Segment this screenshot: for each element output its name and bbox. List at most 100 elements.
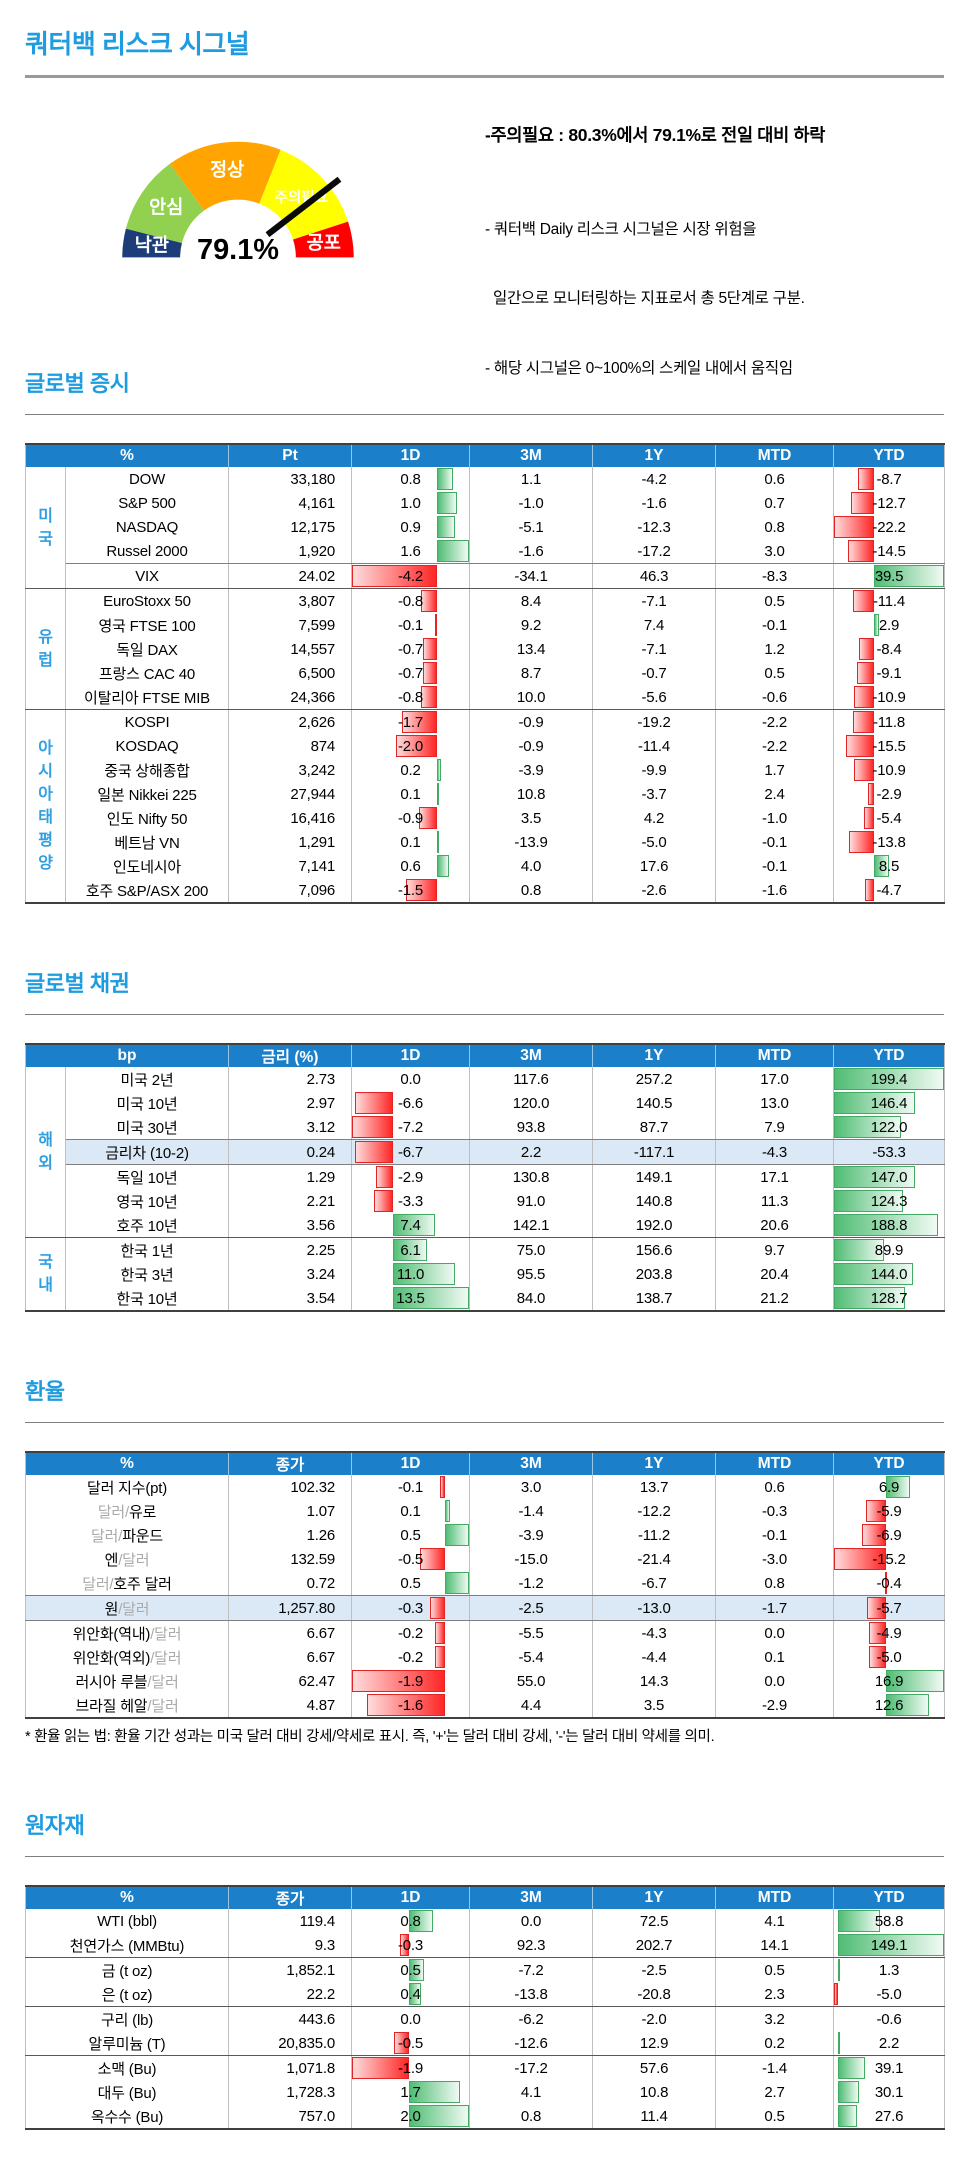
value-cell: 3.24 (228, 1262, 352, 1286)
data-bar (409, 1983, 422, 2005)
cell-value: -0.7 (641, 664, 667, 682)
value-cell: -0.9 (351, 806, 471, 830)
table-row: 인도네시아 7,141 0.6 4.0 17.6 -0.1 8.5 (26, 854, 946, 878)
cell-value: 2.3 (764, 1985, 785, 2003)
value-cell: 6.67 (228, 1620, 353, 1645)
cell-value: -1.9 (397, 2059, 424, 2077)
value-cell: 9.3 (228, 1933, 353, 1958)
cell-value: 17.0 (760, 1070, 789, 1088)
value-cell: 0.0 (351, 1067, 470, 1091)
header-row: % 종가 1D 3M 1Y MTD YTD (25, 1886, 945, 1909)
column-header: 3M (469, 1044, 593, 1067)
table-row: 한국 3년 3.24 11.0 95.5 203.8 20.4 144.0 (26, 1262, 945, 1286)
cell-value: -0.5 (397, 1550, 424, 1568)
table-row: 금 (t oz) 1,852.1 0.5 -7.2 -2.5 0.5 1.3 (25, 1957, 946, 1982)
data-bar (354, 1141, 393, 1163)
table-row: 금리차 (10-2) 0.24 -6.7 2.2 -117.1 -4.3 -53.3 (26, 1139, 945, 1165)
value-cell: -5.0 (833, 1982, 946, 2007)
cell-value: -2.0 (641, 2010, 667, 2028)
cell-value: 13.0 (760, 1094, 789, 1112)
value-cell: -0.9 (469, 709, 594, 734)
value-cell: -4.3 (592, 1620, 717, 1645)
value-cell: -8.4 (833, 637, 946, 661)
cell-value: 62.47 (298, 1672, 336, 1690)
cell-value: 4.0 (520, 857, 542, 875)
column-header: 종가 (228, 1886, 353, 1909)
row-label-part: /달러 (150, 1625, 182, 1643)
section-divider (25, 1856, 944, 1857)
value-cell: 199.4 (833, 1067, 945, 1091)
value-cell: -5.4 (833, 806, 946, 830)
cell-value: 33,180 (290, 470, 336, 488)
data-bar (834, 1116, 902, 1138)
data-bar (355, 1092, 393, 1114)
cell-value: 0.5 (400, 1961, 421, 1979)
table-row: 한국 10년 3.54 13.5 84.0 138.7 21.2 128.7 (26, 1286, 945, 1311)
value-cell: 1,728.3 (228, 2080, 353, 2104)
value-cell: 2.9 (833, 613, 946, 637)
value-cell: -2.6 (592, 878, 717, 903)
cell-value: 102.32 (290, 1478, 336, 1496)
data-bar (834, 1983, 838, 2005)
data-bar (392, 1263, 455, 1285)
header-row: % 종가 1D 3M 1Y MTD YTD (25, 1452, 945, 1475)
cell-value: 1.7 (764, 761, 785, 779)
cell-value: 9.7 (764, 1241, 785, 1259)
value-cell: 144.0 (833, 1262, 945, 1286)
row-label-part: 원 (104, 1600, 119, 1618)
table-row: S&P 500 4,161 1.0 -1.0 -1.6 0.7 -12.7 (26, 491, 946, 515)
table-row: 달러 지수(pt) 102.32 -0.1 3.0 13.7 0.6 6.9 (25, 1475, 946, 1499)
value-cell: 140.8 (592, 1189, 716, 1213)
table-row: 미국 30년 3.12 -7.2 93.8 87.7 7.9 122.0 (26, 1115, 945, 1140)
column-header: 3M (469, 1886, 594, 1909)
cell-value: -0.7 (397, 664, 424, 682)
data-bar (837, 2105, 858, 2127)
cell-value: -2.9 (761, 1696, 788, 1714)
value-cell: -4.2 (351, 563, 471, 589)
cell-value: -4.2 (641, 470, 667, 488)
value-cell: 443.6 (228, 2006, 353, 2031)
cell-value: 2.25 (306, 1241, 336, 1259)
cell-value: 140.8 (635, 1192, 673, 1210)
value-cell: 192.0 (592, 1213, 716, 1238)
cell-value: 2.2 (878, 2034, 900, 2052)
data-bar (396, 735, 437, 757)
value-cell: 7.9 (715, 1115, 834, 1140)
row-label-part: 달러/ (82, 1575, 114, 1593)
column-header: 1D (351, 1886, 471, 1909)
column-header: MTD (715, 1044, 834, 1067)
cell-value: 55.0 (516, 1672, 546, 1690)
cell-value: 11.3 (760, 1192, 789, 1210)
value-cell: 3.12 (228, 1115, 352, 1140)
data-bar (436, 855, 449, 877)
global-equities-table: % Pt 1D 3M 1Y MTD YTD 미 국 DOW 33,180 0.8 1.1 -4.2 0.6-… (25, 443, 946, 904)
table-row: 호주 10년 3.56 7.4 142.1 192.0 20.6 188.8 (26, 1213, 945, 1238)
value-cell: 203.8 (592, 1262, 716, 1286)
value-cell: 3.56 (228, 1213, 352, 1238)
table-row: VIX 24.02 -4.2 -34.1 46.3 -8.3 39.5 (26, 563, 946, 589)
cell-value: -1.4 (761, 2059, 788, 2077)
value-cell: -34.1 (469, 563, 594, 589)
cell-value: -3.9 (518, 761, 544, 779)
data-bar (853, 590, 874, 612)
cell-value: -0.2 (397, 1648, 424, 1666)
data-bar (886, 1670, 944, 1692)
commodities-table: % 종가 1D 3M 1Y MTD YTD WTI (bbl) 119.4 0.8 0.0 72.5 4… (25, 1885, 946, 2130)
value-cell: 39.5 (833, 563, 946, 589)
value-cell: 6.9 (833, 1475, 946, 1499)
data-bar (834, 1068, 944, 1090)
value-cell: -5.6 (592, 685, 717, 710)
value-cell: -2.2 (715, 709, 835, 734)
cell-value: 13.7 (639, 1478, 669, 1496)
cell-value: -0.1 (761, 833, 788, 851)
column-header: 1Y (592, 444, 717, 467)
value-cell: -21.4 (592, 1547, 717, 1571)
data-bar (873, 855, 889, 877)
fx-table: % 종가 1D 3M 1Y MTD YTD 달러 지수(pt) 102.32 -0.1 3.0 13.… (25, 1451, 946, 1719)
cell-value: -6.6 (397, 1094, 424, 1112)
data-bar (422, 662, 437, 684)
table-row: Russel 2000 1,920 1.6 -1.6 -17.2 3.0 -14.5 (26, 539, 946, 564)
cell-value: 0.6 (400, 857, 421, 875)
cell-value: 9.2 (520, 616, 542, 634)
value-cell: 0.2 (351, 758, 471, 782)
